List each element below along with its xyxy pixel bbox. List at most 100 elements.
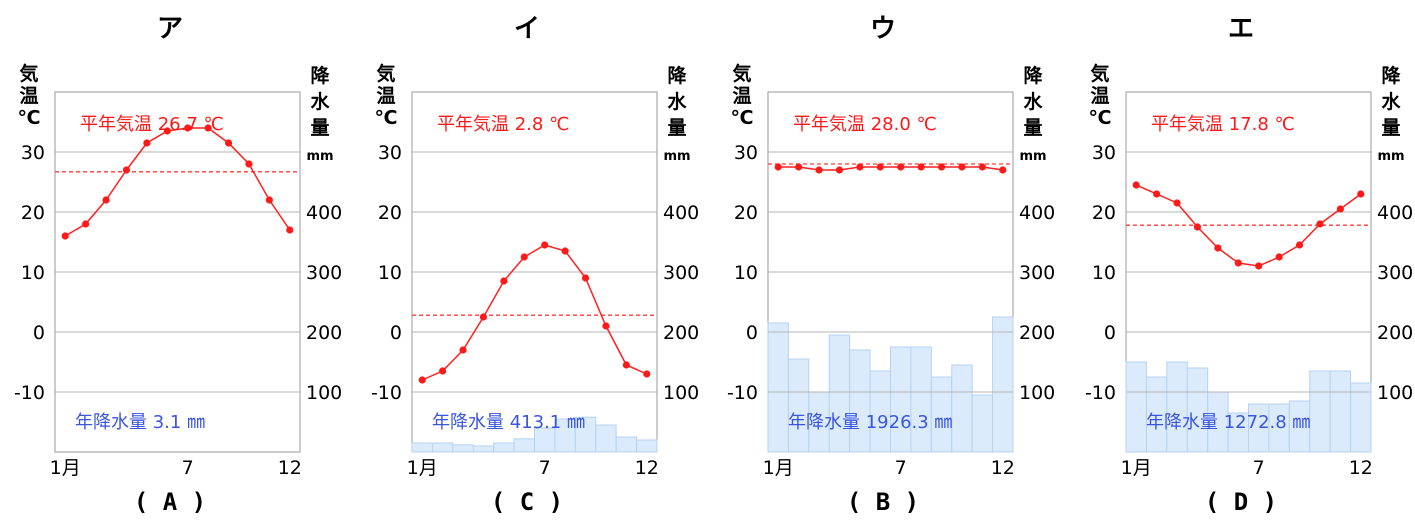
month-tick-label: 7 bbox=[895, 457, 907, 479]
temp-tick-label: 30 bbox=[1092, 142, 1116, 164]
temp-tick-label: -10 bbox=[1085, 382, 1116, 404]
precip-bar bbox=[992, 316, 1014, 453]
temperature-point bbox=[876, 163, 884, 171]
precip-tick-label: 100 bbox=[1377, 382, 1413, 404]
climate-panel-i: イ 30 20 10 0 -10 400 300 200 100 1月 7 12 気温 ℃ 降水量 mm 平年気… bbox=[357, 0, 699, 520]
answer-label: ( C ) bbox=[490, 488, 564, 516]
temperature-point bbox=[1255, 262, 1263, 270]
precip-bar bbox=[472, 445, 495, 453]
temp-tick-label: 0 bbox=[390, 322, 402, 344]
temperature-point bbox=[61, 232, 69, 240]
temperature-point bbox=[643, 370, 651, 378]
month-tick-label: 12 bbox=[1349, 457, 1373, 479]
annual-precip-annotation: 年降水量 413.1 ㎜ bbox=[432, 412, 585, 433]
precip-tick-label: 300 bbox=[306, 262, 342, 284]
temperature-point bbox=[622, 361, 630, 369]
temperature-point bbox=[999, 166, 1007, 174]
temp-tick-label: 30 bbox=[378, 142, 402, 164]
temp-tick-label: 10 bbox=[734, 262, 758, 284]
precip-axis-title: 水 bbox=[1023, 91, 1043, 113]
climate-panel-e: エ 30 20 10 0 -10 400 300 200 100 1月 7 12 気温 ℃ 降水量 mm 平年気… bbox=[1071, 0, 1413, 520]
month-tick-label: 7 bbox=[1253, 457, 1265, 479]
precip-tick-label: 200 bbox=[306, 322, 342, 344]
precip-unit: mm bbox=[1377, 149, 1404, 164]
precip-bar bbox=[1166, 361, 1188, 453]
temperature-point bbox=[1132, 181, 1140, 189]
temperature-point bbox=[581, 274, 590, 282]
precip-bar bbox=[828, 334, 851, 453]
temp-axis-title: ℃ bbox=[1088, 107, 1111, 129]
answer-label: ( B ) bbox=[846, 488, 920, 516]
month-tick-label: 1月 bbox=[1121, 457, 1152, 479]
temperature-point bbox=[1193, 223, 1202, 231]
temp-axis-title: 気 bbox=[732, 62, 751, 85]
temperature-point bbox=[795, 163, 803, 171]
temperature-point bbox=[774, 163, 782, 171]
temp-tick-label: 20 bbox=[378, 202, 402, 224]
precip-axis-title: 水 bbox=[667, 91, 687, 113]
temperature-point bbox=[541, 241, 549, 249]
temperature-point bbox=[204, 124, 212, 132]
precip-tick-label: 300 bbox=[663, 262, 699, 284]
temperature-point bbox=[224, 139, 233, 147]
temp-axis-title: 温 bbox=[19, 85, 38, 107]
temperature-point bbox=[1173, 199, 1181, 207]
panel-letter: エ bbox=[1227, 14, 1254, 44]
precip-tick-label: 400 bbox=[1377, 202, 1413, 224]
mean-temp-annotation: 平年気温 28.0 ℃ bbox=[793, 114, 937, 135]
temperature-point bbox=[459, 346, 467, 354]
temperature-point bbox=[958, 163, 966, 171]
panel-letter: ウ bbox=[869, 14, 896, 44]
temperature-point bbox=[245, 160, 253, 168]
precip-bar bbox=[431, 442, 454, 453]
precip-axis-title: 降 bbox=[1023, 64, 1043, 87]
precip-bar bbox=[767, 322, 789, 453]
temperature-point bbox=[82, 220, 90, 228]
precip-bar bbox=[1125, 361, 1147, 453]
temp-tick-label: 10 bbox=[21, 262, 45, 284]
precip-bar bbox=[493, 442, 515, 453]
temp-tick-label: 30 bbox=[21, 142, 45, 164]
precip-bar bbox=[890, 346, 912, 453]
temperature-point bbox=[439, 367, 447, 375]
temperature-point bbox=[500, 277, 508, 285]
temperature-point bbox=[937, 163, 946, 171]
temperature-point bbox=[1275, 253, 1283, 261]
temperature-point bbox=[978, 163, 986, 171]
precip-bar bbox=[615, 436, 638, 453]
precip-axis-title: 水 bbox=[1381, 91, 1401, 113]
precip-tick-label: 300 bbox=[1019, 262, 1055, 284]
temp-tick-label: 20 bbox=[734, 202, 758, 224]
precip-tick-label: 400 bbox=[306, 202, 342, 224]
precip-tick-label: 100 bbox=[663, 382, 699, 404]
temperature-point bbox=[479, 313, 488, 321]
temperature-point bbox=[561, 247, 569, 255]
temperature-point bbox=[815, 166, 823, 174]
answer-label: ( D ) bbox=[1204, 488, 1278, 516]
climate-panel-a: ア 30 20 10 0 -10 400 300 200 100 1月 7 12 気温 ℃ 降水量 mm 平年気… bbox=[0, 0, 342, 520]
temperature-point bbox=[122, 166, 131, 174]
month-tick-label: 1月 bbox=[407, 457, 438, 479]
precip-bar bbox=[452, 444, 474, 453]
temperature-point bbox=[1214, 244, 1222, 252]
precip-bar bbox=[1350, 382, 1372, 453]
precip-axis-title: 量 bbox=[1381, 117, 1400, 139]
temp-tick-label: 10 bbox=[378, 262, 402, 284]
temperature-point bbox=[102, 196, 110, 204]
temperature-point bbox=[1234, 259, 1242, 267]
temp-axis-title: 気 bbox=[1090, 62, 1109, 85]
temperature-point bbox=[286, 226, 294, 234]
temp-tick-label: 0 bbox=[746, 322, 758, 344]
temperature-point bbox=[835, 166, 844, 174]
annual-precip-annotation: 年降水量 1272.8 ㎜ bbox=[1146, 412, 1310, 433]
precip-unit: mm bbox=[306, 149, 333, 164]
temperature-line bbox=[64, 127, 291, 237]
precip-tick-label: 300 bbox=[1377, 262, 1413, 284]
answer-label: ( A ) bbox=[133, 488, 207, 516]
temp-axis-title: 温 bbox=[376, 85, 395, 107]
temp-tick-label: 20 bbox=[21, 202, 45, 224]
temperature-point bbox=[184, 124, 192, 132]
